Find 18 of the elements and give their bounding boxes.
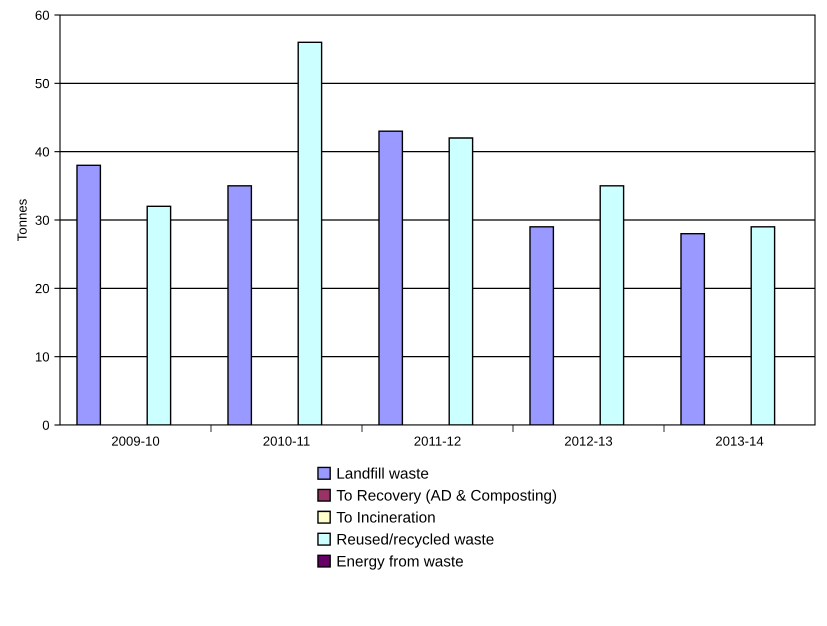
y-tick-label: 50: [35, 78, 50, 88]
legend-label: Energy from waste: [338, 555, 463, 570]
legend-label: To Recovery (AD & Composting): [336, 489, 556, 504]
x-tick-label: 2013-14: [716, 436, 764, 446]
y-tick-label: 60: [36, 10, 50, 20]
legend-label: To Incineration: [336, 511, 435, 523]
y-tick-label: 10: [36, 352, 50, 362]
legend-label: Reused/recycled waste: [338, 533, 494, 548]
y-tick-label: 40: [35, 147, 50, 157]
x-tick-label: 2009-10: [112, 436, 160, 446]
y-axis-title: Tonnes: [18, 199, 27, 241]
y-tick-label: 20: [36, 284, 50, 294]
legend-label: Landfill waste: [338, 468, 428, 479]
y-tick-label: 30: [35, 216, 50, 225]
y-tick-label: 0: [42, 420, 50, 430]
x-tick-label: 2011-12: [414, 436, 461, 446]
x-tick-label: 2012-13: [564, 436, 612, 446]
x-tick-label: 2010-11: [263, 436, 310, 446]
